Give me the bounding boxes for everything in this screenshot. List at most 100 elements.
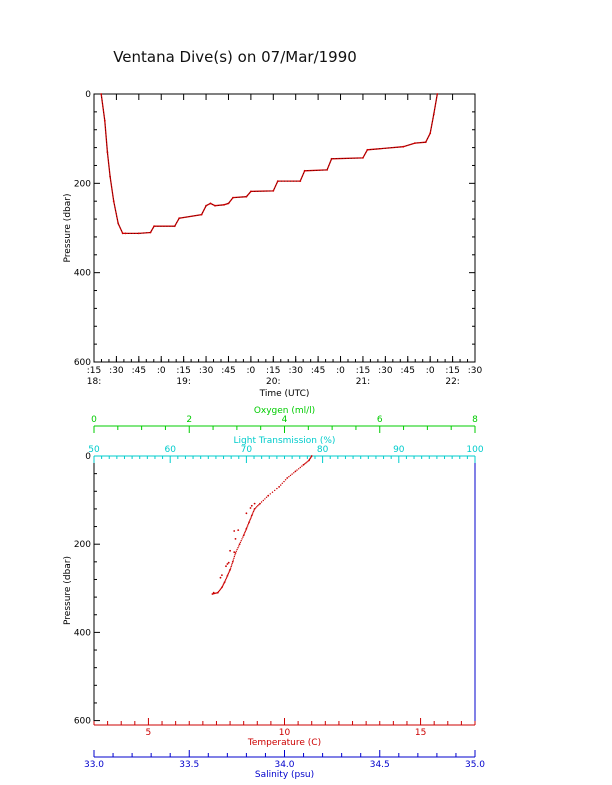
plot2-oxygen-tick-label: 0 xyxy=(91,415,97,425)
plot1-x-tick-label: :0 xyxy=(246,366,255,376)
plot1-data-point xyxy=(173,225,176,228)
figure-title: Ventana Dive(s) on 07/Mar/1990 xyxy=(113,48,357,66)
plot2-salinity-axis-label: Salinity (psu) xyxy=(255,770,314,780)
plot1-data-point xyxy=(414,142,416,145)
plot1-series-dots xyxy=(100,93,438,234)
plot1-data-point xyxy=(276,180,279,183)
plot1-data-point xyxy=(178,217,181,220)
plot2-data-point xyxy=(227,572,230,575)
plot2-data-point xyxy=(249,520,251,522)
plot1-data-point xyxy=(326,169,328,171)
plot2-data-point xyxy=(256,506,258,508)
plot2-data-point xyxy=(229,568,232,571)
plot2-data-point xyxy=(274,489,276,492)
plot1-data-point xyxy=(362,157,364,159)
plot2-data-point xyxy=(234,552,237,554)
plot1-data-point xyxy=(303,169,306,172)
plot2-data-point xyxy=(262,499,264,502)
plot1-x-tick-label: :30 xyxy=(288,366,303,376)
plot2-data-point xyxy=(237,529,240,531)
plot2-data-point xyxy=(250,504,253,507)
plot2-data-point xyxy=(231,560,234,563)
plot2-data-point xyxy=(227,574,229,576)
plot1-data-point xyxy=(214,204,216,207)
plot1-data-point xyxy=(137,232,140,235)
plot2-light-axis-label: Light Transmission (%) xyxy=(234,436,336,446)
plot2-light-tick-label: 70 xyxy=(241,445,253,455)
plot2-data-point xyxy=(216,592,218,594)
plot2-y-tick-label: 0 xyxy=(85,452,91,462)
plot2-oxygen-axis-label: Oxygen (ml/l) xyxy=(254,406,315,416)
plot2-data-point xyxy=(307,460,309,462)
plot2-data-point xyxy=(224,580,226,582)
plot1-x-tick-label: :15 xyxy=(176,366,190,376)
plot2-data-point xyxy=(253,509,255,511)
plot2-data-point xyxy=(250,516,252,518)
plot1-data-point xyxy=(299,180,302,183)
plot1-y-axis-label: Pressure (dbar) xyxy=(63,194,73,263)
plot1-x-hour-label: 20: xyxy=(266,377,280,387)
plot1-data-point xyxy=(109,175,111,178)
plot1-x-tick-label: :0 xyxy=(426,366,435,376)
plot2-data-point xyxy=(245,512,248,515)
plot2-data-point xyxy=(234,538,237,540)
plot2-data-point xyxy=(248,521,251,523)
plot2-oxygen-tick-label: 2 xyxy=(186,415,192,425)
plot2-data-point xyxy=(233,555,236,558)
plot1-x-tick-label: :45 xyxy=(221,366,235,376)
plot1-data-point xyxy=(429,132,432,135)
plot1-data-point xyxy=(153,225,156,228)
plot1-data-point xyxy=(100,93,103,95)
plot1-data-point xyxy=(436,93,439,95)
plot2-data-point xyxy=(243,533,245,535)
plot2-data-point xyxy=(239,541,242,544)
plot1-data-point xyxy=(117,222,120,225)
plot2-data-point xyxy=(238,545,240,547)
plot2-data-point xyxy=(227,561,230,564)
plot1-data-point xyxy=(227,202,230,205)
plot2-data-point xyxy=(276,487,278,490)
plot2-salinity-tick-label: 35.0 xyxy=(465,760,485,770)
plot2-data-point xyxy=(299,466,301,469)
plot2-data-point xyxy=(240,540,242,542)
plot1-x-tick-label: :15 xyxy=(266,366,280,376)
plot2-data-point xyxy=(245,527,248,530)
plot2-data-point xyxy=(301,465,303,467)
plot2-data-point xyxy=(247,524,249,526)
plot1-x-tick-label: :30 xyxy=(199,366,214,376)
plot2-y-axis-label: Pressure (dbar) xyxy=(63,556,73,625)
plot1-data-point xyxy=(402,145,405,148)
plot2-data-point xyxy=(234,554,236,556)
plot1-data-point xyxy=(223,203,225,206)
plot1-x-hour-label: 19: xyxy=(176,377,190,387)
plot2-data-point xyxy=(305,462,307,464)
plot2-data-point xyxy=(264,498,266,500)
plot1-x-tick-label: :30 xyxy=(378,366,393,376)
plot2-oxygen-tick-label: 8 xyxy=(472,415,478,425)
plot2-data-point xyxy=(229,549,232,552)
plot2-oxygen-tick-label: 6 xyxy=(377,415,383,425)
plot1-data-point xyxy=(272,190,275,192)
plot2-data-point xyxy=(244,532,246,534)
plot1-data-point xyxy=(245,195,248,198)
plot1-data-point xyxy=(209,202,212,205)
plot2-oxygen-tick-label: 4 xyxy=(282,415,288,425)
plot1-x-axis-label: Time (UTC) xyxy=(259,389,310,399)
plot2-data-point xyxy=(303,463,306,465)
plot1-x-tick-label: :15 xyxy=(356,366,370,376)
plot1-series-line xyxy=(100,93,438,235)
plot2-data-point xyxy=(253,508,256,510)
plot2-data-point xyxy=(267,494,270,497)
plot2-data-point xyxy=(225,579,227,581)
plot1-data-point xyxy=(121,232,124,235)
plot1-data-point xyxy=(205,204,208,207)
plot1-data-point xyxy=(424,141,427,144)
plot1-data-point xyxy=(432,113,435,115)
plot2-data-point xyxy=(286,477,289,479)
plot2-light-tick-label: 80 xyxy=(317,445,329,455)
plot1-y-tick-label: 0 xyxy=(85,90,91,100)
plot2-salinity-tick-label: 34.0 xyxy=(274,760,294,770)
plot2-data-point xyxy=(258,504,260,506)
plot2-data-point xyxy=(246,526,248,529)
